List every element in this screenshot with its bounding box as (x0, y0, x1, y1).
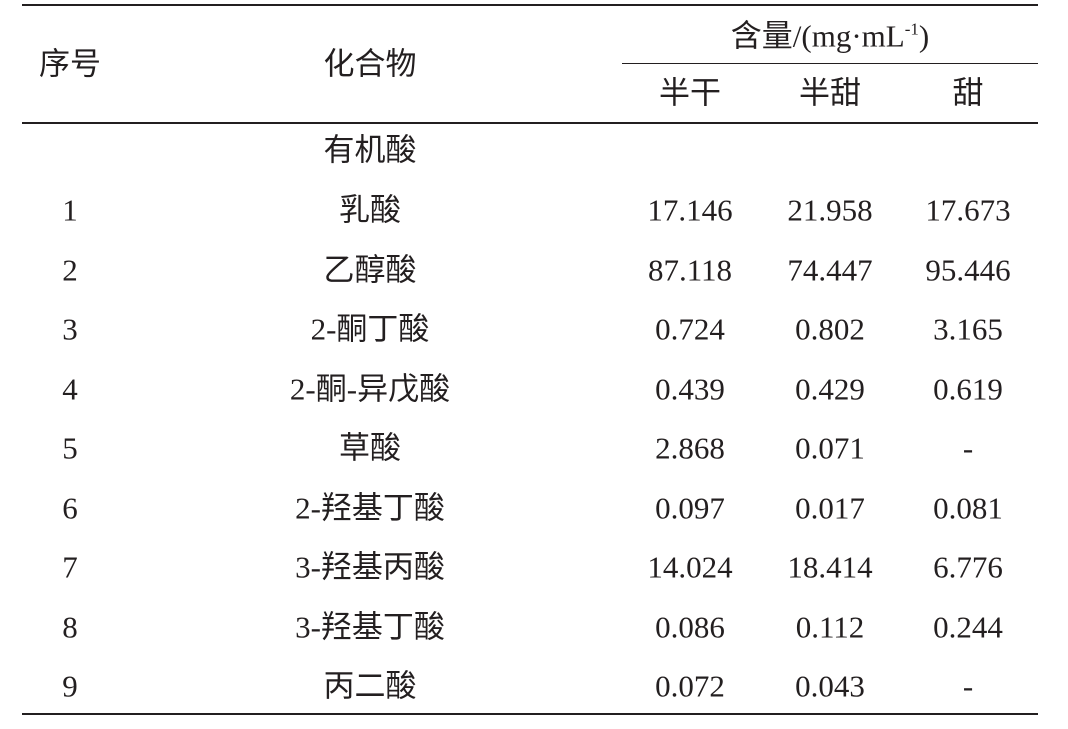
section-label: 有机酸 (323, 132, 417, 168)
content-value: 0.244 (933, 609, 1003, 644)
content-value: 17.146 (647, 192, 733, 228)
column-header: 半甜 (799, 75, 861, 111)
compound-name: 2-酮-异戊酸 (289, 371, 451, 406)
row-index: 1 (62, 192, 78, 228)
content-value: 0.097 (655, 490, 725, 525)
row-index: 9 (62, 668, 78, 704)
content-value: 3.165 (933, 311, 1003, 347)
column-header: 甜 (952, 75, 984, 111)
content-value: 17.673 (925, 192, 1011, 228)
header-content-text: 含量/(mg·mL (730, 18, 905, 54)
content-value: 6.776 (933, 549, 1003, 585)
content-value: 0.439 (655, 371, 725, 406)
content-value: 95.446 (925, 252, 1011, 287)
bottom-rule (22, 713, 1038, 715)
content-value: 14.024 (647, 549, 733, 585)
compound-name: 2-酮丁酸 (310, 311, 430, 347)
compound-name: 丙二酸 (323, 668, 417, 704)
content-value: 0.017 (795, 490, 865, 525)
row-index: 4 (62, 371, 78, 406)
content-value: 87.118 (647, 252, 733, 287)
content-value: 74.447 (787, 252, 873, 287)
header-rule (22, 122, 1038, 124)
header-index: 序号 (39, 46, 101, 82)
header-content-sup: -1 (904, 19, 919, 39)
content-value: 0.081 (933, 490, 1003, 525)
content-value: - (962, 430, 974, 466)
compound-name: 草酸 (339, 430, 401, 466)
compound-name: 乳酸 (339, 192, 401, 228)
content-value: 0.043 (795, 668, 865, 704)
column-header: 半干 (659, 75, 721, 111)
content-value: 0.619 (933, 371, 1003, 406)
compound-name: 3-羟基丁酸 (295, 609, 445, 644)
content-value: 0.429 (795, 371, 865, 406)
row-index: 7 (62, 549, 78, 585)
group-rule (622, 63, 1038, 64)
content-value: 21.958 (787, 192, 873, 228)
top-rule (22, 4, 1038, 6)
compound-name: 3-羟基丙酸 (295, 549, 445, 585)
compound-name: 乙醇酸 (323, 252, 417, 287)
row-index: 8 (62, 609, 78, 644)
content-value: 18.414 (787, 549, 873, 585)
compound-name: 2-羟基丁酸 (295, 490, 445, 525)
header-content-close: ) (918, 18, 930, 54)
row-index: 2 (62, 252, 78, 287)
content-value: 0.086 (655, 609, 725, 644)
content-value: - (962, 668, 974, 704)
content-value: 0.724 (655, 311, 725, 347)
content-value: 0.112 (795, 609, 865, 644)
content-value: 0.071 (795, 430, 865, 466)
content-value: 0.072 (655, 668, 725, 704)
content-value: 2.868 (655, 430, 725, 466)
content-value: 0.802 (795, 311, 865, 347)
row-index: 5 (62, 430, 78, 466)
header-content: 含量/(mg·mL-1) (731, 21, 929, 52)
header-compound: 化合物 (323, 46, 417, 82)
row-index: 3 (62, 311, 78, 347)
row-index: 6 (62, 490, 78, 525)
